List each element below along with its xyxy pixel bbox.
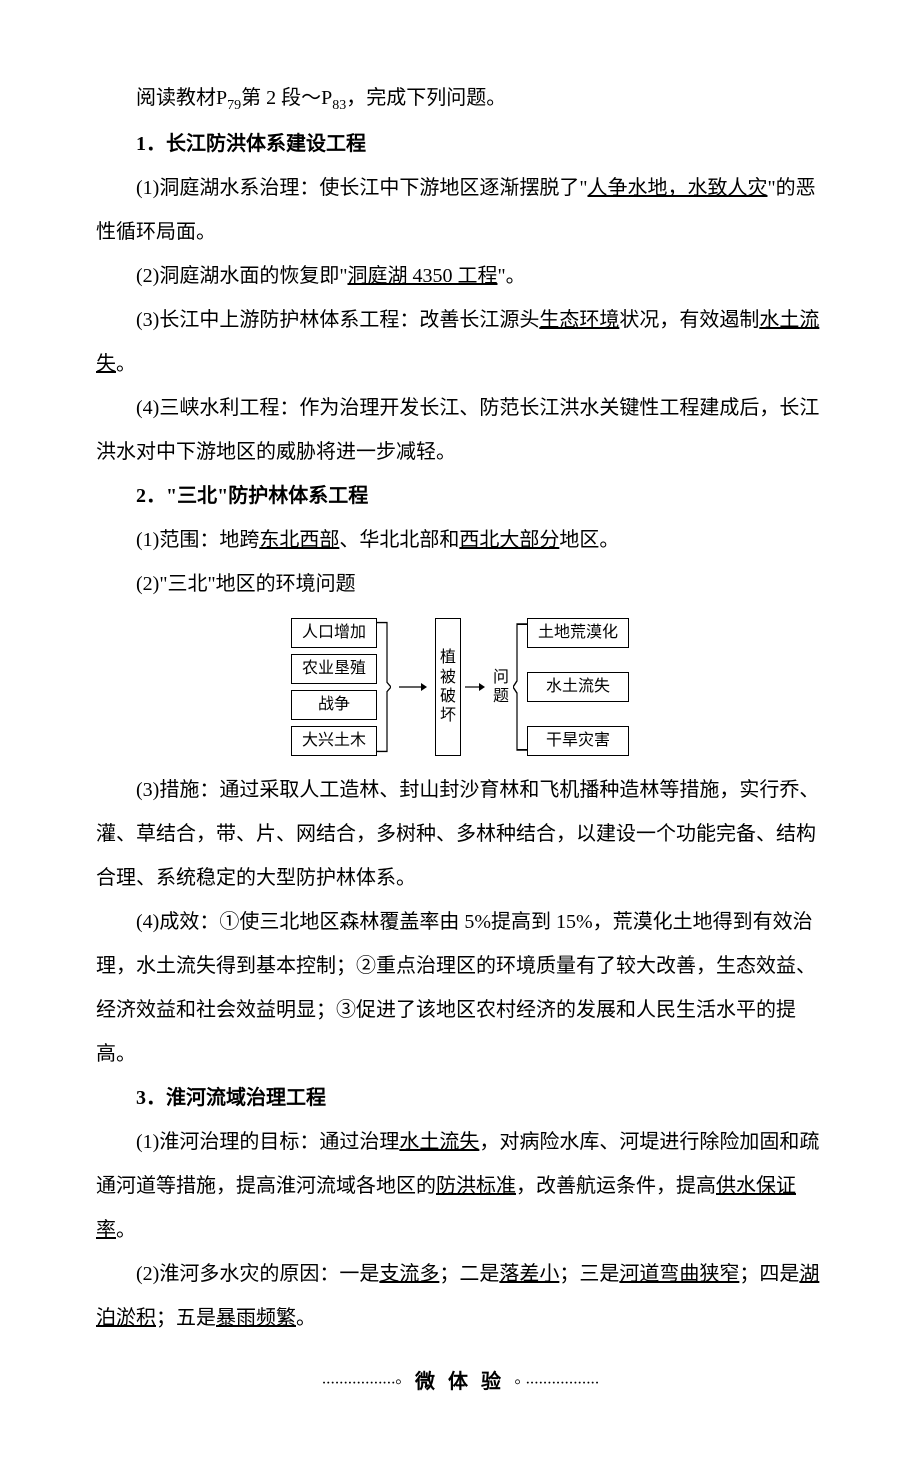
bracket-right-open [513, 618, 527, 756]
bracket-left-close [377, 618, 391, 756]
arrow-1 [391, 618, 435, 756]
p1: P [216, 87, 227, 109]
section2-heading: 2．"三北"防护林体系工程 [96, 474, 824, 518]
section1-item4: (4)三峡水利工程：作为治理开发长江、防范长江洪水关键性工程建成后，长江洪水对中… [96, 386, 824, 474]
section3-item1: (1)淮河治理的目标：通过治理水土流失，对病险水库、河堤进行除险加固和疏通河道等… [96, 1120, 824, 1252]
blank-2: 洞庭湖 4350 工程 [347, 265, 497, 287]
section1-item1: (1)洞庭湖水系治理：使长江中下游地区逐渐摆脱了"人争水地，水致人灾"的恶性循环… [96, 166, 824, 254]
divider-text: 微 体 验 [406, 1371, 514, 1393]
blank-3: 生态环境 [539, 309, 619, 331]
section1-heading: 1．长江防洪体系建设工程 [96, 122, 824, 166]
diagram-box-left-0: 人口增加 [291, 618, 377, 648]
diagram-box-right-0: 土地荒漠化 [527, 618, 629, 648]
diagram-box-right-2: 干旱灾害 [527, 726, 629, 756]
blank-10: 支流多 [379, 1263, 439, 1285]
diagram-mid-box: 植被破坏 [435, 618, 461, 756]
blank-14: 暴雨频繁 [216, 1307, 296, 1329]
section2-item3: (3)措施：通过采取人工造林、封山封沙育林和飞机播种造林等措施，实行乔、灌、草结… [96, 768, 824, 900]
section1-item3: (3)长江中上游防护林体系工程：改善长江源头生态环境状况，有效遏制水土流失。 [96, 298, 824, 386]
diagram-box-left-3: 大兴土木 [291, 726, 377, 756]
section3-item2: (2)淮河多水灾的原因：一是支流多；二是落差小；三是河道弯曲狭窄；四是湖泊淤积；… [96, 1252, 824, 1340]
diagram-mid2: 问题 [489, 618, 513, 756]
diagram-left-column: 人口增加 农业垦殖 战争 大兴土木 [291, 618, 377, 756]
diagram-sanbei: 人口增加 农业垦殖 战争 大兴土木 植被破坏 问题 土地荒漠化 水土流失 干旱灾… [96, 618, 824, 756]
blank-7: 水土流失 [399, 1131, 479, 1153]
intro-suffix: ，完成下列问题。 [346, 87, 506, 109]
p2-sub: 83 [332, 98, 346, 113]
diagram-box-right-1: 水土流失 [527, 672, 629, 702]
circle-left: ◦ [395, 1371, 406, 1393]
diagram-box-left-1: 农业垦殖 [291, 654, 377, 684]
p2: P [321, 87, 332, 109]
section2-item1: (1)范围：地跨东北西部、华北北部和西北大部分地区。 [96, 518, 824, 562]
dots-left: ················· [321, 1375, 395, 1392]
section1-item2: (2)洞庭湖水面的恢复即"洞庭湖 4350 工程"。 [96, 254, 824, 298]
section2-item2: (2)"三北"地区的环境问题 [96, 562, 824, 606]
intro-paragraph: 阅读教材P79第 2 段～P83，完成下列问题。 [96, 76, 824, 122]
blank-6: 西北大部分 [459, 529, 559, 551]
blank-1: 人争水地，水致人灾 [587, 177, 767, 199]
blank-12: 河道弯曲狭窄 [619, 1263, 739, 1285]
arrow-2 [461, 618, 489, 756]
blank-11: 落差小 [499, 1263, 559, 1285]
section2-item4: (4)成效：①使三北地区森林覆盖率由 5%提高到 15%，荒漠化土地得到有效治理… [96, 900, 824, 1076]
blank-5: 东北西部 [259, 529, 339, 551]
circle-right: ◦ [514, 1371, 525, 1393]
intro-mid1: 第 2 段～ [241, 87, 321, 109]
diagram-box-left-2: 战争 [291, 690, 377, 720]
diagram-right-column: 土地荒漠化 水土流失 干旱灾害 [527, 618, 629, 756]
dots-right: ················· [525, 1375, 599, 1392]
section3-heading: 3．淮河流域治理工程 [96, 1076, 824, 1120]
p1-sub: 79 [227, 98, 241, 113]
section-divider: ·················◦ 微 体 验 ◦··············… [96, 1360, 824, 1404]
blank-8: 防洪标准 [436, 1175, 516, 1197]
intro-prefix: 阅读教材 [136, 87, 216, 109]
